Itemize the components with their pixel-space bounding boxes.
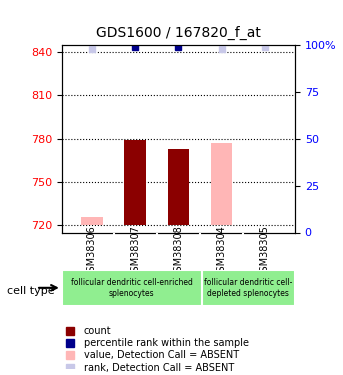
FancyBboxPatch shape — [202, 270, 295, 306]
Text: GSM38307: GSM38307 — [130, 225, 140, 278]
Title: GDS1600 / 167820_f_at: GDS1600 / 167820_f_at — [96, 26, 261, 40]
FancyBboxPatch shape — [62, 270, 202, 306]
Text: value, Detection Call = ABSENT: value, Detection Call = ABSENT — [84, 350, 239, 360]
Bar — [211, 143, 232, 225]
Text: GSM38308: GSM38308 — [173, 225, 184, 278]
Bar — [125, 140, 146, 225]
Text: follicular dendritic cell-enriched
splenocytes: follicular dendritic cell-enriched splen… — [71, 278, 193, 297]
Text: rank, Detection Call = ABSENT: rank, Detection Call = ABSENT — [84, 363, 234, 372]
Text: count: count — [84, 326, 111, 336]
Text: follicular dendritic cell-
depleted splenocytes: follicular dendritic cell- depleted sple… — [204, 278, 293, 297]
Bar — [81, 217, 103, 225]
Text: cell type: cell type — [7, 286, 55, 296]
Text: GSM38305: GSM38305 — [260, 225, 270, 278]
Text: percentile rank within the sample: percentile rank within the sample — [84, 338, 249, 348]
Text: GSM38304: GSM38304 — [216, 225, 227, 278]
Bar — [168, 149, 189, 225]
Text: GSM38306: GSM38306 — [87, 225, 97, 278]
